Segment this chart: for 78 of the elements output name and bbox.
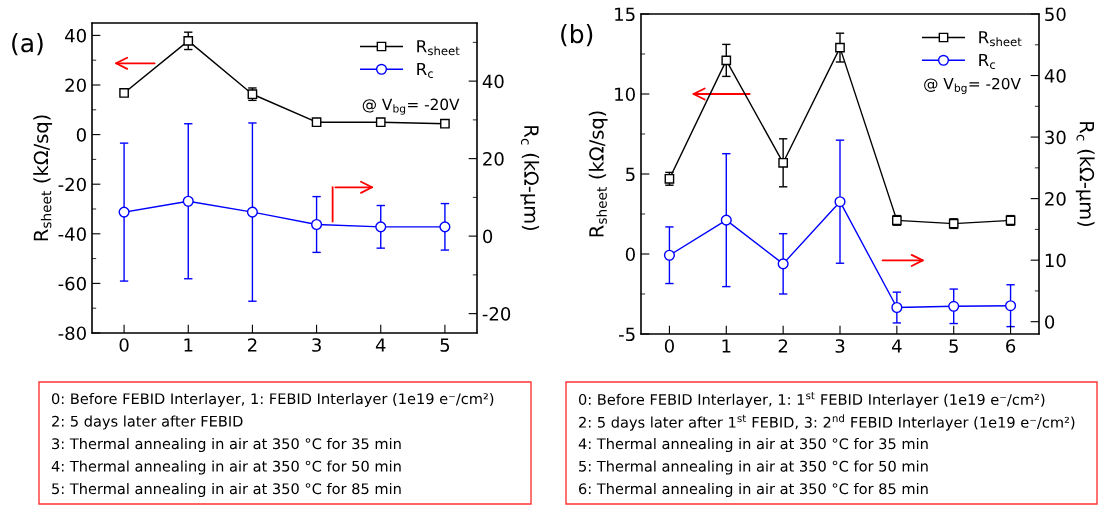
point <box>720 214 732 226</box>
point <box>246 206 258 218</box>
annotation: @ V$_{bg}$= -20V <box>362 98 460 115</box>
y-tick-label: 0 <box>625 247 635 262</box>
y2-tick-label: 30 <box>1045 130 1066 145</box>
y-tick-label: -40 <box>58 227 86 241</box>
point <box>118 206 130 218</box>
y-axis-title: R$_{sheet}$ (kΩ/sq) <box>588 111 608 237</box>
point <box>721 55 732 66</box>
text: 4: Thermal annealing in air at 350 °C for 35 min <box>578 437 928 453</box>
text: 3: Thermal annealing in air at 350 °C for 35 min <box>52 437 401 453</box>
point <box>183 35 194 46</box>
x-tick-label: 4 <box>892 339 902 353</box>
point <box>663 249 675 261</box>
x-tick-label: 6 <box>1006 339 1016 353</box>
y2-tick-label: 10 <box>1045 253 1066 268</box>
text: 2: 5 days later after 1$^{st}$ FEBID, 3: 2$^{nd}$ FEBID Interlayer (1e19 e⁻/cm²) <box>579 414 1075 431</box>
point <box>119 88 129 98</box>
y2-tick-label: 20 <box>483 152 504 166</box>
annotation: @ V$_{bg}$= -20V <box>924 77 1021 94</box>
y2-tick-label: 40 <box>1044 69 1066 83</box>
y-tick-label: -80 <box>58 326 86 341</box>
y-tick-label: -60 <box>58 276 86 291</box>
y2-axis-title: R$_{c}$ (kΩ-μm) <box>520 126 540 231</box>
text: 0: Before FEBID Interlayer, 1: 1$^{st}$ FEBID Interlayer (1e19 e⁻/cm²) <box>578 392 1045 408</box>
y-tick-label: 20 <box>65 78 86 93</box>
y2-tick-label: 0 <box>1045 315 1055 329</box>
x-tick-label: 2 <box>778 339 788 353</box>
point <box>778 157 789 168</box>
legend-label: R$_{sheet}$ <box>979 31 1022 47</box>
text: 0: Before FEBID Interlayer, 1: FEBID Interlayer (1e19 e⁻/cm²) <box>51 392 494 408</box>
text: 5: Thermal annealing in air at 350 °C for 50 min <box>579 460 928 475</box>
chart-title: (a) <box>12 33 43 56</box>
y-tick-label: -5 <box>619 327 635 342</box>
text: 4: Thermal annealing in air at 350 °C for 50 min <box>51 460 401 475</box>
y2-tick-label: 0 <box>483 229 493 244</box>
point <box>311 117 322 128</box>
x-tick-label: 1 <box>722 339 731 353</box>
point <box>891 301 903 314</box>
y2-tick-label: 20 <box>1045 192 1066 206</box>
point <box>834 196 846 208</box>
y2-axis-title: R$_{c}$ (kΩ-μm) <box>1075 122 1095 227</box>
x-tick-label: 3 <box>312 338 321 352</box>
point <box>375 117 386 128</box>
x-tick-label: 0 <box>664 339 674 353</box>
point <box>835 42 845 53</box>
point <box>311 218 323 231</box>
point <box>948 300 960 312</box>
legend-label: R$_{c}$ <box>979 53 996 70</box>
y-tick-label: 5 <box>626 167 635 182</box>
y2-tick-label: 50 <box>1045 7 1066 22</box>
text: 5: Thermal annealing in air at 350 °C for 85 min <box>52 482 401 498</box>
legend-label: R$_{sheet}$ <box>417 40 460 56</box>
text: 2: 5 days later after FEBID <box>52 415 243 430</box>
point <box>1005 300 1017 312</box>
y2-tick-label: -20 <box>482 307 511 321</box>
y-axis-title: R$_{sheet}$ (kΩ/sq) <box>33 115 53 241</box>
y-tick-label: 40 <box>65 28 86 43</box>
x-tick-label: 1 <box>184 338 193 352</box>
legend-label: R$_{c}$ <box>417 62 434 79</box>
y-tick-label: 15 <box>615 7 635 22</box>
point <box>777 258 789 270</box>
y2-tick-label: 40 <box>482 74 504 89</box>
x-tick-label: 4 <box>375 338 386 352</box>
y-tick-label: -20 <box>58 177 86 192</box>
x-tick-label: 5 <box>440 338 450 352</box>
point <box>375 221 387 233</box>
y-tick-label: 0 <box>76 128 86 142</box>
x-tick-label: 5 <box>949 339 958 353</box>
y-tick-label: 10 <box>615 87 635 102</box>
text: 6: Thermal annealing in air at 350 °C for 85 min <box>579 482 928 498</box>
x-tick-label: 0 <box>119 338 129 352</box>
x-tick-label: 3 <box>835 339 845 353</box>
x-tick-label: 2 <box>248 338 257 352</box>
chart-title: (b) <box>561 24 593 47</box>
point <box>182 195 194 207</box>
point <box>439 221 451 233</box>
point <box>440 118 450 129</box>
